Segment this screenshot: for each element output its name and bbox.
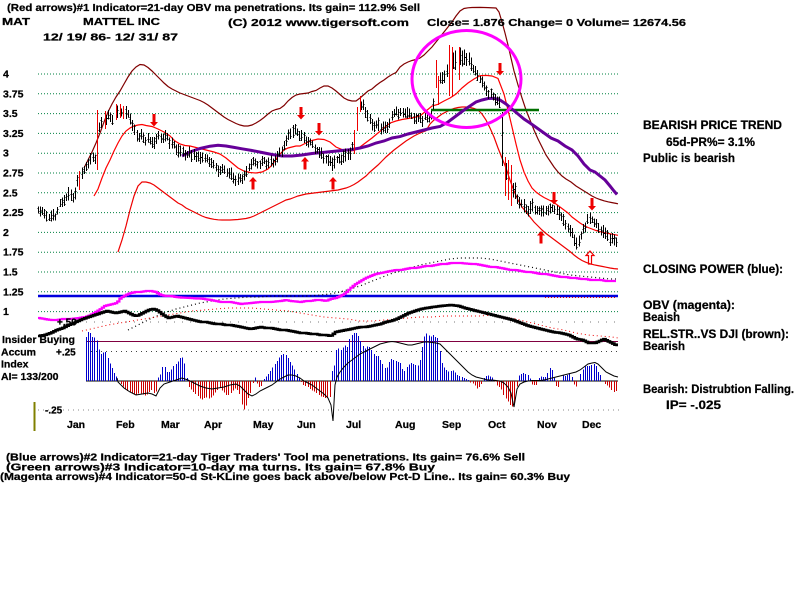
svg-text:Nov: Nov [537,419,557,431]
svg-text:REL.STR..VS DJI (brown):: REL.STR..VS DJI (brown): [643,327,789,341]
svg-text:Apr: Apr [204,419,222,431]
svg-text:Sep: Sep [442,419,461,431]
svg-text:MAT: MAT [2,16,31,28]
svg-text:AI= 133/200: AI= 133/200 [1,371,59,383]
svg-text:Dec: Dec [582,419,601,431]
svg-text:Bearish: Bearish [643,339,685,353]
svg-text:(Red arrows)#1 Indicator=21-da: (Red arrows)#1 Indicator=21-day OBV ma p… [7,2,420,14]
svg-text:Jan: Jan [67,419,85,431]
svg-text:2: 2 [3,227,9,239]
svg-text:Public is bearish: Public is bearish [643,151,735,165]
svg-text:1.5: 1.5 [3,267,18,279]
svg-text:Beaish: Beaish [643,310,680,324]
svg-text:+.25: +.25 [56,348,76,359]
svg-text:12/ 19/ 86- 12/ 31/ 87: 12/ 19/ 86- 12/ 31/ 87 [43,32,178,44]
svg-text:2.5: 2.5 [3,187,18,199]
svg-text:65d-PR%= 3.1%: 65d-PR%= 3.1% [666,135,755,149]
svg-text:Bearish: Distrubtion Falling.: Bearish: Distrubtion Falling. [643,382,794,396]
svg-text:CLOSING POWER (blue):: CLOSING POWER (blue): [643,262,783,276]
svg-text:BEARISH PRICE TREND: BEARISH PRICE TREND [643,118,782,132]
svg-text:IP= -.025: IP= -.025 [666,398,721,412]
svg-text:Oct: Oct [488,419,506,431]
svg-text:Jun: Jun [297,419,316,431]
svg-text:(Magenta arrows)#4 Indicator=5: (Magenta arrows)#4 Indicator=50-d St-KLi… [0,472,571,483]
svg-text:Feb: Feb [116,419,135,431]
svg-text:(C) 2012 www.tigersoft.com: (C) 2012 www.tigersoft.com [228,17,409,29]
svg-text:May: May [253,419,274,431]
svg-text:3.25: 3.25 [3,128,24,140]
svg-text:2.25: 2.25 [3,207,24,219]
svg-text:3: 3 [3,148,9,160]
svg-text:Jul: Jul [346,419,361,431]
svg-text:Index: Index [1,359,29,371]
svg-text:Close= 1.876 Change= 0 Volum: Close= 1.876 Change= 0 Volume= 12674.56 [427,17,686,29]
svg-text:Aug: Aug [395,419,415,431]
svg-text:MATTEL INC: MATTEL INC [83,16,161,28]
svg-text:Insider Buying: Insider Buying [2,334,75,346]
svg-text:Accum: Accum [1,347,36,359]
svg-text:1.75: 1.75 [3,247,24,259]
svg-text:(Green arrows)#3 Indicator=10-: (Green arrows)#3 Indicator=10-day ma tur… [6,462,436,473]
svg-text:(Blue arrows)#2 Indicator=21-d: (Blue arrows)#2 Indicator=21-day Tiger T… [6,453,525,464]
svg-text:OBV (magenta):: OBV (magenta): [643,298,735,312]
svg-text:2.75: 2.75 [3,168,24,180]
svg-text:1.25: 1.25 [3,286,24,298]
svg-text:-.25: -.25 [45,406,63,417]
svg-text:4: 4 [3,69,9,81]
svg-text:1: 1 [3,306,9,318]
svg-text:3.5: 3.5 [3,108,18,120]
svg-text:Mar: Mar [161,419,180,431]
svg-text:3.75: 3.75 [3,88,24,100]
svg-text:+.50: +.50 [57,318,77,329]
